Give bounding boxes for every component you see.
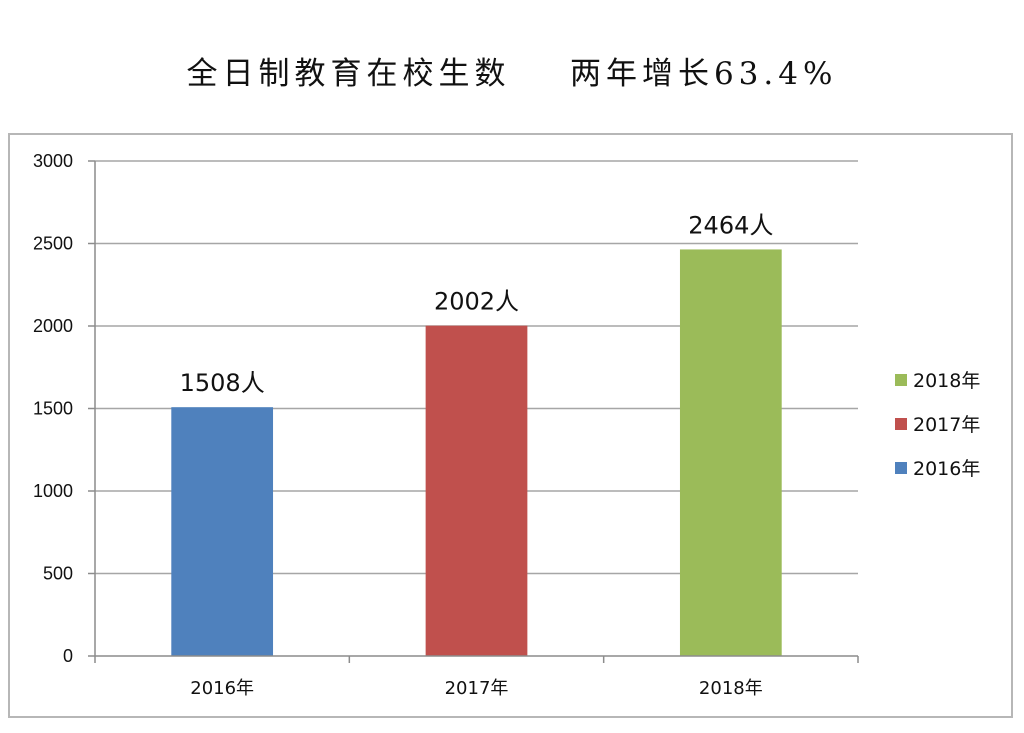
legend-swatch: [895, 418, 907, 430]
bar-2017年: [425, 325, 528, 656]
legend-label: 2018年: [913, 370, 980, 392]
legend-swatch: [895, 462, 907, 474]
y-tick-label: 2500: [33, 234, 73, 254]
chart-title: 全日制教育在校生数 两年增长63.4%: [186, 56, 838, 92]
y-tick-label: 500: [43, 564, 73, 584]
y-tick-label: 3000: [33, 151, 73, 171]
legend-label: 2016年: [913, 458, 980, 480]
y-tick-label: 0: [63, 646, 73, 666]
bar-2018年: [679, 249, 782, 656]
data-labels: 1508人 2002人 2464人: [180, 211, 774, 397]
y-tick-label: 1500: [33, 399, 73, 419]
x-axis: 2016年 2017年 2018年: [94, 161, 859, 699]
x-tick-label: 2018年: [699, 678, 763, 699]
legend-swatch: [895, 374, 907, 386]
x-tick-label: 2016年: [190, 678, 254, 699]
x-tick-label: 2017年: [445, 678, 509, 699]
data-label: 1508人: [180, 369, 265, 397]
legend-label: 2017年: [913, 414, 980, 436]
y-axis-ticks: 0 500 1000 1500 2000 2500 3000: [33, 151, 95, 666]
data-label: 2002人: [434, 288, 519, 316]
y-tick-label: 2000: [33, 316, 73, 336]
bar-2016年: [171, 407, 274, 656]
bars: [171, 249, 782, 656]
data-label: 2464人: [688, 211, 773, 239]
legend: 2018年 2017年 2016年: [895, 370, 980, 480]
y-tick-label: 1000: [33, 481, 73, 501]
